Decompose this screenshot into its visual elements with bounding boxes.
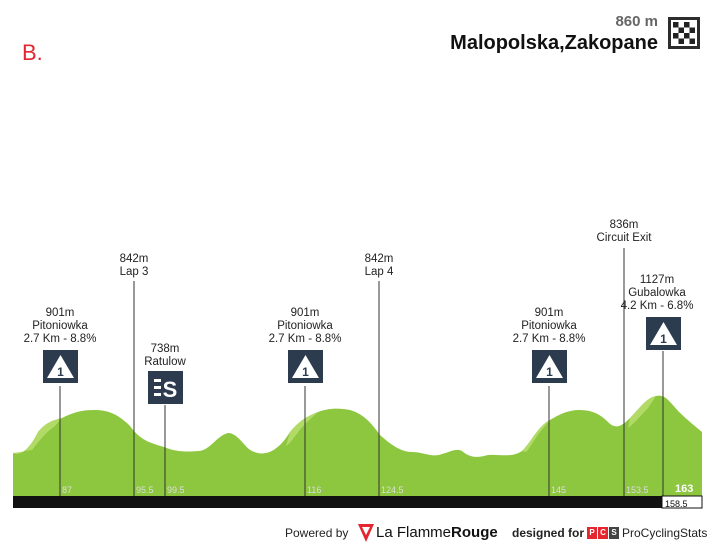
designed-for-text: designed for (512, 526, 584, 540)
marker-label-ratulow: 738m Ratulow (144, 343, 186, 369)
marker-label-lap4: 842m Lap 4 (365, 253, 394, 279)
km-final: 163 (675, 483, 693, 495)
km-tick: 95.5 (136, 485, 154, 495)
marker-label-pitoniowka: 901m Pitoniowka 2.7 Km - 8.8% (513, 307, 586, 346)
powered-by-text: Powered by (285, 526, 348, 540)
marker-label-pitoniowka: 901m Pitoniowka 2.7 Km - 8.8% (24, 307, 97, 346)
km-tick: 124.5 (381, 485, 404, 495)
km-total: 158.5 (665, 499, 688, 509)
marker-label-pitoniowka: 901m Pitoniowka 2.7 Km - 8.8% (269, 307, 342, 346)
km-tick: 99.5 (167, 485, 185, 495)
pcs-logo-letter: P (587, 527, 597, 539)
marker-label-gubalowka: 1127m Gubalowka 4.2 Km - 6.8% (621, 274, 694, 313)
pcs-logo-letter: S (609, 527, 619, 539)
marker-label-circuit-exit: 836m Circuit Exit (597, 219, 652, 245)
marker-label-lap3: 842m Lap 3 (120, 253, 149, 279)
km-tick: 145 (551, 485, 566, 495)
profile-area (13, 396, 702, 496)
distance-bar (13, 496, 702, 508)
svg-text:1: 1 (546, 365, 553, 379)
svg-text:S: S (163, 377, 178, 402)
climb-cat1-icon: 1 (43, 350, 78, 383)
sprint-icon: S (148, 371, 183, 404)
la-flamme-rouge-logo-icon (358, 524, 374, 542)
svg-text:1: 1 (660, 332, 667, 346)
climb-cat1-icon: 1 (288, 350, 323, 383)
climb-cat1-icon: 1 (646, 317, 681, 350)
climb-cat1-icon: 1 (532, 350, 567, 383)
la-flamme-rouge-brand[interactable]: La FlammeRouge (376, 524, 498, 541)
svg-text:1: 1 (57, 365, 64, 379)
pcs-logo-letter: C (598, 527, 608, 539)
km-tick: 87 (62, 485, 72, 495)
svg-text:1: 1 (302, 365, 309, 379)
km-tick: 116 (307, 485, 321, 495)
procyclingstats-brand[interactable]: ProCyclingStats (622, 526, 707, 540)
km-tick: 153.5 (626, 485, 649, 495)
